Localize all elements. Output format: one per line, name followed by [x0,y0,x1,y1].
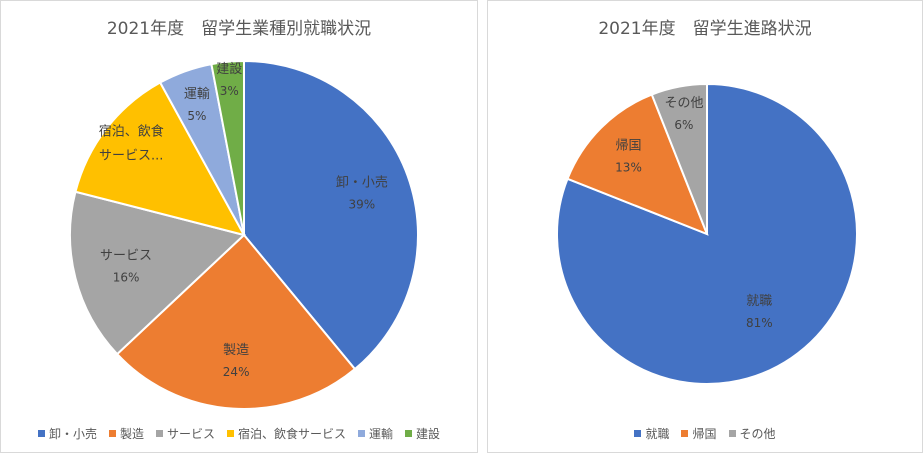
data-label-value: 39% [349,198,376,212]
data-label-value: 16% [113,270,140,284]
legend-item: その他 [728,425,776,442]
legend-swatch [227,430,234,437]
chart-panel-career: 2021年度 留学生進路状況 就職 81% 帰国 13% その他 6% 就職 帰国 その他 [487,0,923,453]
pie-slice-1 [566,93,709,236]
legend-item: 製造 [108,425,144,442]
pie-slice-3 [74,81,246,237]
legend-item: 就職 [634,425,669,442]
legend-label: サービス [166,427,215,441]
pie-chart-career: 就職 81% 帰国 13% その他 6% [556,82,858,385]
legend-item: 帰国 [681,425,717,442]
data-label-value: 13% [615,161,642,175]
data-label-name: 帰国 [616,138,642,154]
data-label-value: 81% [746,316,773,330]
chart-legend: 就職 帰国 その他 [488,425,922,442]
legend-swatch [681,430,689,437]
legend-item: 建設 [405,425,440,442]
legend-swatch [155,430,163,437]
legend-swatch [405,430,413,437]
legend-swatch [358,430,366,437]
legend-label: 運輸 [369,427,394,441]
chart-title: 2021年度 留学生進路状況 [598,19,812,39]
data-label-name: 宿泊、飲食 [99,124,164,140]
data-label-name: サービス... [99,149,163,164]
legend-label: 宿泊、飲食サービス [238,427,347,441]
legend-label: 帰国 [692,427,717,441]
legend-item: サービス [155,425,215,442]
legend-swatch [108,430,116,437]
chart-legend: 卸・小売 製造 サービス 宿泊、飲食サービス 運輸 建設 [1,425,477,442]
legend-item: 宿泊、飲食サービス [227,425,346,442]
data-label-value: 5% [187,109,206,123]
legend-label: 建設 [416,427,441,441]
data-label-name: 卸・小売 [336,175,388,191]
legend-swatch [634,430,642,437]
pie-slice-0 [243,59,419,371]
pie-slice-1 [115,233,357,410]
data-label-value: 3% [220,84,239,98]
chart-panel-industry: 2021年度 留学生業種別就職状況 卸・小売 39% 製造 24% サービス 16% 宿泊、… [0,0,478,453]
legend-label: 製造 [119,427,144,441]
legend-label: 就職 [645,427,670,441]
legend-label: その他 [739,427,776,441]
legend-item: 卸・小売 [37,425,97,442]
legend-label: 卸・小売 [48,427,97,441]
data-label-name: 建設 [216,61,242,77]
data-label-name: 製造 [223,343,249,358]
data-label-value: 6% [674,118,693,132]
data-label-name: 運輸 [184,87,210,102]
data-label-value: 24% [223,365,250,379]
pie-chart-industry: 卸・小売 39% 製造 24% サービス 16% 宿泊、飲食サービス... 運輸 5% 建設 3% [69,59,419,410]
legend-swatch [728,430,736,437]
pie-slice-2 [69,190,247,356]
chart-title: 2021年度 留学生業種別就職状況 [106,19,372,39]
legend-swatch [37,430,45,437]
data-label-name: 就職 [746,294,772,309]
pie-slice-5 [210,59,245,236]
data-label-name: サービス [100,248,152,263]
pie-slice-2 [650,82,708,235]
legend-item: 運輸 [358,425,393,442]
data-label-name: その他 [664,96,703,111]
